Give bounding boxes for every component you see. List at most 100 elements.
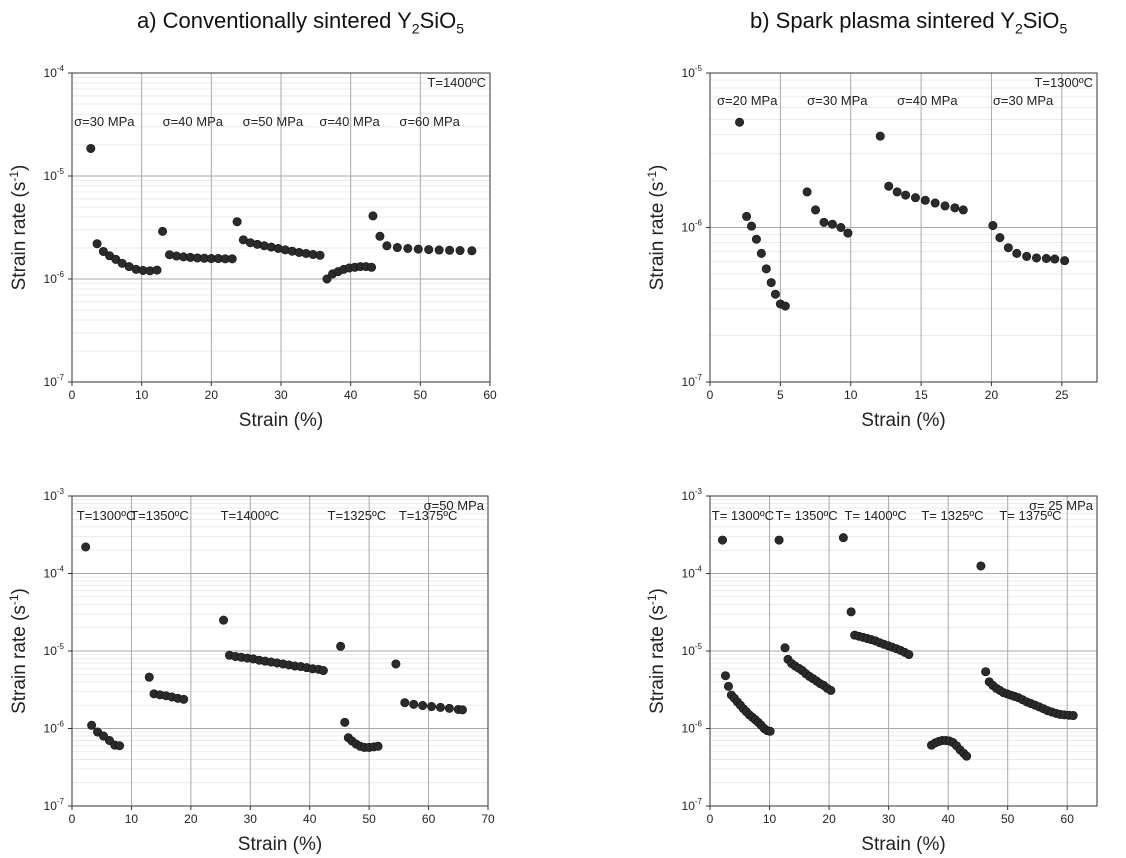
x-tick-label: 30 <box>882 812 896 826</box>
data-point <box>976 561 986 571</box>
title-subscript: 2 <box>411 20 420 37</box>
x-tick-label: 10 <box>763 812 777 826</box>
data-point <box>87 720 97 730</box>
data-point <box>780 301 790 311</box>
data-point <box>892 187 902 197</box>
x-tick-label: 0 <box>707 388 714 402</box>
data-point <box>765 726 775 736</box>
data-point <box>958 205 968 215</box>
data-point <box>467 246 477 256</box>
data-point <box>403 243 413 253</box>
segment-label: σ=40 MPa <box>163 114 224 129</box>
segment-label: T=1300ºC <box>77 508 136 523</box>
data-point <box>444 703 454 713</box>
data-point <box>920 195 930 205</box>
x-tick-label: 5 <box>777 388 784 402</box>
x-tick-label: 50 <box>362 812 376 826</box>
y-tick-label: 10-3 <box>44 487 65 503</box>
data-point <box>445 245 455 255</box>
data-point <box>413 244 423 254</box>
segment-label: σ=30 MPa <box>993 93 1054 108</box>
data-point <box>910 193 920 203</box>
segment-label: T= 1350ºC <box>775 508 837 523</box>
data-point <box>232 217 242 227</box>
data-point <box>827 219 837 229</box>
y-tick-label: 10-4 <box>682 565 703 581</box>
condition-label: T=1400ºC <box>427 75 486 90</box>
x-tick-label: 25 <box>1055 388 1069 402</box>
x-tick-label: 15 <box>914 388 928 402</box>
data-point <box>455 246 465 256</box>
data-point <box>901 190 911 200</box>
data-point <box>723 681 733 691</box>
condition-label: T=1300ºC <box>1034 75 1093 90</box>
title-text: a) Conventionally sintered Y <box>137 8 412 33</box>
title-text: SiO <box>1022 8 1060 33</box>
data-point <box>720 671 730 681</box>
data-point <box>950 203 960 213</box>
data-point <box>802 187 812 197</box>
data-point <box>774 535 784 545</box>
data-point <box>115 741 125 751</box>
segment-label: σ=20 MPa <box>717 93 778 108</box>
segment-label: σ=40 MPa <box>897 93 958 108</box>
y-tick-label: 10-6 <box>682 219 703 235</box>
y-tick-label: 10-7 <box>44 373 65 389</box>
data-point <box>819 217 829 227</box>
y-tick-label: 10-4 <box>44 64 65 80</box>
x-tick-label: 10 <box>844 388 858 402</box>
title-text: b) Spark plasma sintered Y <box>750 8 1015 33</box>
data-point <box>751 234 761 244</box>
data-point <box>92 239 102 249</box>
x-tick-label: 20 <box>205 388 219 402</box>
condition-label: σ=50 MPa <box>424 498 485 513</box>
x-tick-label: 60 <box>422 812 436 826</box>
data-point <box>875 131 885 141</box>
data-point <box>981 667 991 677</box>
data-point <box>1022 251 1032 261</box>
segment-label: T=1325ºC <box>328 508 387 523</box>
data-point <box>747 221 757 231</box>
data-point <box>756 248 766 258</box>
x-tick-label: 60 <box>1061 812 1075 826</box>
data-point <box>766 278 776 288</box>
x-tick-label: 40 <box>303 812 317 826</box>
y-tick-label: 10-5 <box>44 642 65 658</box>
y-tick-label: 10-6 <box>682 720 703 736</box>
segment-label: T= 1325ºC <box>921 508 983 523</box>
data-point <box>418 701 428 711</box>
data-point <box>427 702 437 712</box>
title-subscript: 2 <box>1014 20 1023 37</box>
data-point <box>1003 243 1013 253</box>
segment-label: T= 1400ºC <box>845 508 907 523</box>
segment-label: T=1375ºC <box>399 508 458 523</box>
data-point <box>336 641 346 651</box>
data-point <box>735 117 745 127</box>
data-point <box>382 241 392 251</box>
data-point <box>761 264 771 274</box>
y-tick-label: 10-5 <box>682 642 703 658</box>
data-point <box>457 705 467 715</box>
data-point <box>98 246 108 256</box>
data-point <box>843 228 853 238</box>
data-point <box>375 231 385 241</box>
x-tick-label: 70 <box>481 812 495 826</box>
data-point <box>930 198 940 208</box>
title-subscript: 5 <box>1059 20 1068 37</box>
title-subscript: 5 <box>456 20 465 37</box>
x-axis-label: Strain (%) <box>861 410 945 431</box>
condition-label: σ= 25 MPa <box>1029 498 1094 513</box>
data-point <box>318 666 328 676</box>
segment-label: σ=50 MPa <box>243 114 304 129</box>
x-tick-label: 10 <box>135 388 149 402</box>
chart-bottom-left: 0 10 20 30 40 50 60 70 10-7 10-6 10-5 10-4 10-3 Strai… <box>7 487 495 855</box>
data-point <box>780 643 790 653</box>
data-point <box>367 262 377 272</box>
data-point <box>392 243 402 253</box>
data-point <box>718 535 728 545</box>
x-tick-label: 0 <box>69 812 76 826</box>
data-point <box>391 659 401 669</box>
data-point <box>86 143 96 153</box>
data-point <box>409 699 419 709</box>
y-tick-label: 10-7 <box>682 373 703 389</box>
